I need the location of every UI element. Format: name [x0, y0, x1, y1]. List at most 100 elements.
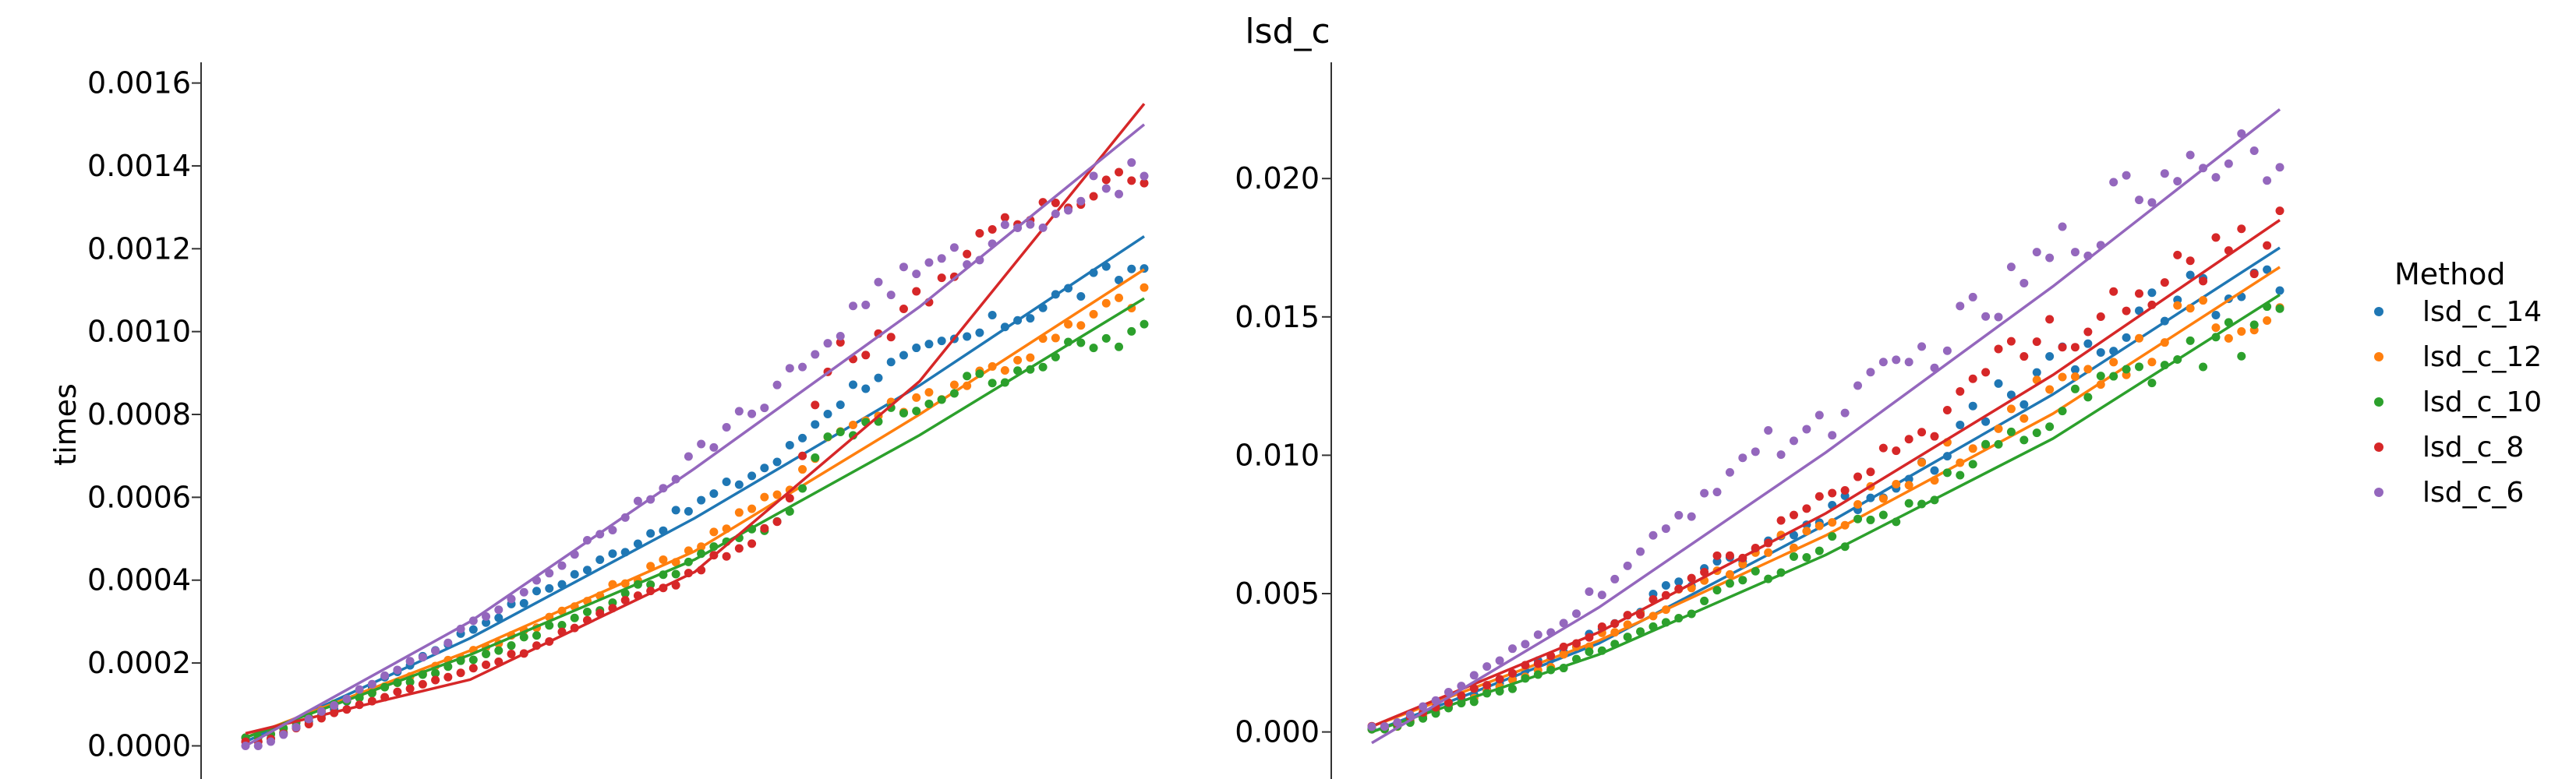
data-point-lsd_c_10 — [2147, 379, 2157, 388]
data-point-lsd_c_12 — [2224, 333, 2233, 343]
data-point-lsd_c_14 — [912, 344, 921, 353]
data-point-lsd_c_8 — [443, 672, 453, 682]
data-point-lsd_c_8 — [772, 517, 782, 527]
data-point-lsd_c_6 — [2147, 198, 2157, 207]
data-point-lsd_c_8 — [861, 351, 871, 360]
data-point-lsd_c_6 — [1866, 368, 1875, 377]
data-point-lsd_c_6 — [1878, 358, 1888, 367]
data-point-lsd_c_10 — [1942, 468, 1952, 478]
data-point-lsd_c_14 — [494, 613, 504, 622]
data-point-lsd_c_8 — [785, 494, 794, 503]
data-point-lsd_c_14 — [734, 480, 744, 489]
data-point-lsd_c_12 — [2045, 385, 2055, 394]
data-point-lsd_c_10 — [1700, 596, 1709, 605]
legend-label-lsd_c_14: lsd_c_14 — [2422, 296, 2542, 328]
data-point-lsd_c_12 — [1725, 569, 1734, 579]
data-point-lsd_c_12 — [1026, 353, 1035, 362]
data-point-lsd_c_6 — [1700, 488, 1709, 498]
data-point-lsd_c_8 — [722, 552, 731, 561]
data-point-lsd_c_10 — [494, 646, 504, 655]
legend-label-lsd_c_12: lsd_c_12 — [2422, 341, 2542, 373]
legend-marker-lsd_c_14 — [2374, 307, 2383, 316]
data-point-lsd_c_10 — [2006, 427, 2016, 436]
legend-marker-lsd_c_10 — [2374, 397, 2383, 407]
data-point-lsd_c_10 — [1725, 579, 1734, 588]
data-point-lsd_c_6 — [1076, 196, 1086, 206]
data-point-lsd_c_12 — [2109, 358, 2118, 367]
data-point-lsd_c_10 — [519, 633, 528, 642]
fit-line-lsd_c_14 — [245, 234, 1145, 743]
data-point-lsd_c_12 — [848, 420, 857, 429]
data-point-lsd_c_6 — [1507, 644, 1517, 654]
data-point-lsd_c_8 — [811, 400, 820, 410]
y-tick-label: 0.0002 — [87, 646, 191, 680]
data-point-lsd_c_6 — [2237, 129, 2246, 139]
data-point-lsd_c_6 — [2160, 169, 2169, 178]
data-point-lsd_c_8 — [405, 684, 415, 693]
data-point-lsd_c_10 — [2199, 362, 2208, 372]
data-point-lsd_c_6 — [1828, 431, 1837, 440]
data-point-lsd_c_6 — [279, 730, 288, 739]
data-point-lsd_c_10 — [646, 580, 655, 589]
data-point-lsd_c_10 — [2186, 336, 2195, 345]
data-point-lsd_c_14 — [836, 400, 845, 410]
data-point-lsd_c_10 — [468, 655, 478, 664]
data-point-lsd_c_12 — [1764, 548, 1773, 557]
data-point-lsd_c_8 — [468, 664, 478, 673]
data-point-lsd_c_10 — [937, 395, 946, 404]
data-point-lsd_c_10 — [2019, 435, 2029, 445]
data-point-lsd_c_6 — [861, 300, 871, 309]
data-point-lsd_c_14 — [1076, 292, 1086, 301]
data-point-lsd_c_10 — [912, 407, 921, 416]
y-tick-label: 0.000 — [1235, 715, 1320, 749]
data-point-lsd_c_6 — [1393, 717, 1402, 727]
data-point-lsd_c_8 — [431, 675, 440, 685]
data-point-lsd_c_10 — [2045, 422, 2055, 432]
y-tick-label: 0.0014 — [87, 149, 191, 183]
data-point-lsd_c_14 — [975, 328, 984, 337]
data-point-lsd_c_6 — [482, 612, 491, 621]
data-point-lsd_c_12 — [709, 527, 719, 537]
data-point-lsd_c_8 — [1051, 198, 1060, 207]
data-point-lsd_c_6 — [2006, 263, 2016, 272]
data-point-lsd_c_10 — [1828, 532, 1837, 541]
data-point-lsd_c_12 — [1064, 319, 1073, 329]
data-point-lsd_c_10 — [570, 613, 579, 622]
data-point-lsd_c_6 — [1623, 561, 1632, 570]
fit-line-lsd_c_10 — [245, 297, 1145, 739]
data-point-lsd_c_10 — [2083, 393, 2093, 402]
data-point-lsd_c_6 — [1367, 722, 1376, 731]
data-point-lsd_c_12 — [2173, 301, 2182, 310]
data-point-lsd_c_8 — [734, 544, 744, 553]
data-point-lsd_c_12 — [949, 380, 959, 390]
data-point-lsd_c_12 — [1878, 494, 1888, 503]
data-point-lsd_c_6 — [393, 665, 402, 675]
data-point-lsd_c_12 — [2186, 304, 2195, 313]
data-point-lsd_c_6 — [519, 587, 528, 597]
data-point-lsd_c_8 — [418, 679, 427, 689]
y-tick-label: 0.0016 — [87, 66, 191, 100]
data-point-lsd_c_12 — [1076, 321, 1086, 330]
data-point-lsd_c_12 — [1828, 518, 1837, 527]
data-point-lsd_c_14 — [899, 351, 908, 360]
data-point-lsd_c_6 — [1051, 210, 1060, 219]
data-point-lsd_c_6 — [1802, 425, 1811, 434]
data-point-lsd_c_12 — [2006, 404, 2016, 414]
data-point-lsd_c_6 — [811, 350, 820, 359]
data-point-lsd_c_8 — [1956, 386, 1965, 396]
data-point-lsd_c_14 — [1127, 264, 1136, 273]
data-point-lsd_c_6 — [1942, 346, 1952, 355]
data-point-lsd_c_8 — [912, 287, 921, 296]
data-point-lsd_c_8 — [2122, 306, 2131, 315]
data-point-lsd_c_12 — [2237, 327, 2246, 337]
data-point-lsd_c_6 — [2058, 222, 2067, 231]
data-point-lsd_c_6 — [1789, 436, 1798, 446]
data-point-lsd_c_8 — [836, 338, 845, 347]
data-point-lsd_c_6 — [316, 707, 326, 716]
data-point-lsd_c_6 — [1981, 312, 1991, 321]
data-point-lsd_c_6 — [1127, 158, 1136, 167]
data-point-lsd_c_14 — [2122, 333, 2131, 342]
data-point-lsd_c_8 — [1101, 175, 1111, 185]
data-point-lsd_c_14 — [1994, 379, 2003, 388]
data-point-lsd_c_8 — [988, 224, 997, 234]
